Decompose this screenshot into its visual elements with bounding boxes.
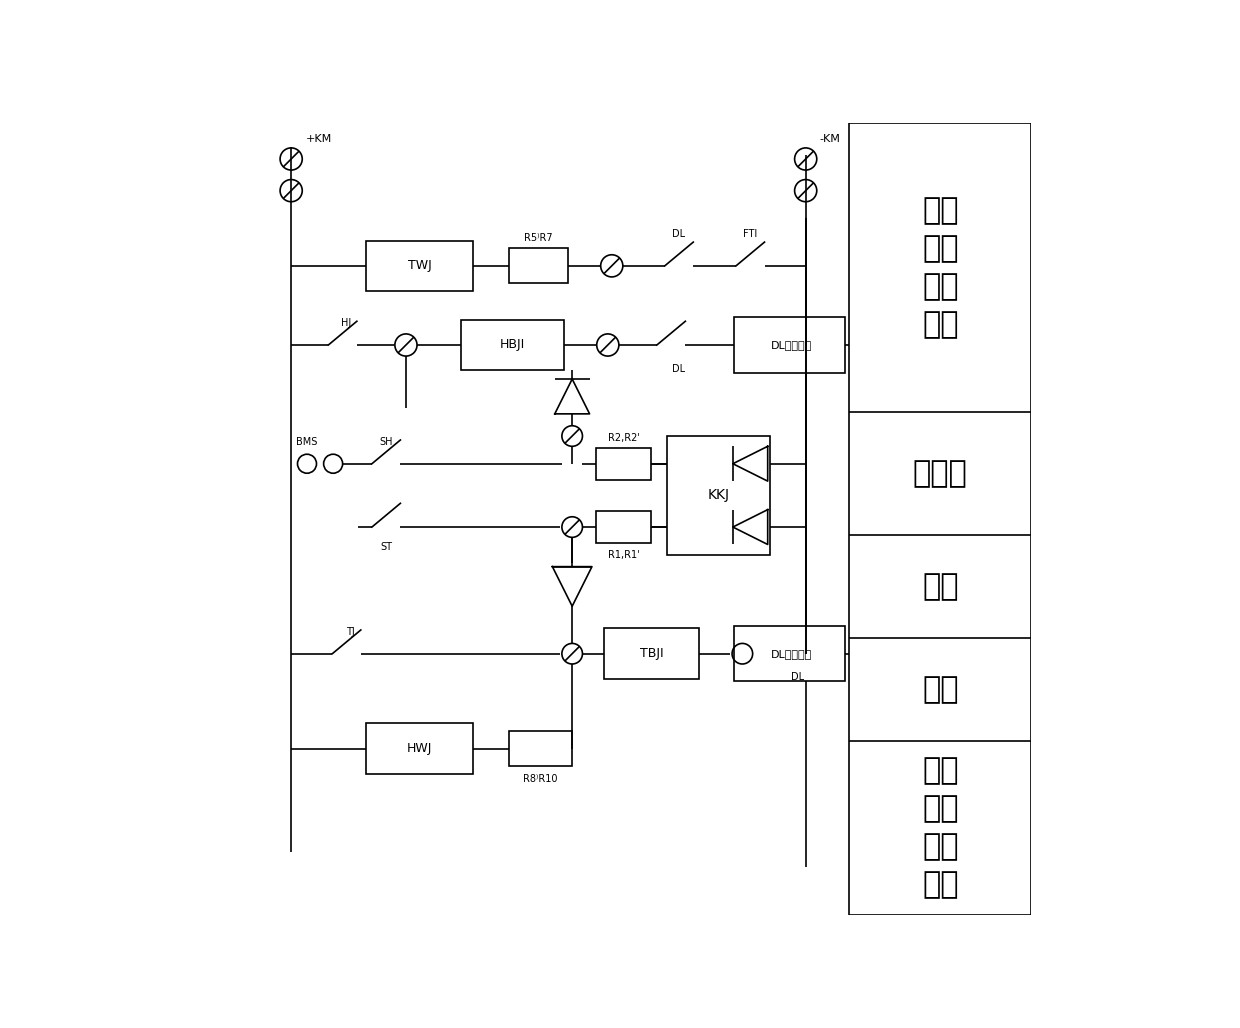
Text: 控制
电源
跳位
监视: 控制 电源 跳位 监视 xyxy=(923,196,959,339)
Text: ST: ST xyxy=(381,542,392,552)
Text: R2,R2': R2,R2' xyxy=(608,434,640,443)
Bar xyxy=(366,241,474,291)
Text: TWJ: TWJ xyxy=(408,259,432,272)
Bar xyxy=(596,448,651,480)
Text: BMS: BMS xyxy=(296,437,317,446)
Text: 保护
跳闸
合位
监视: 保护 跳闸 合位 监视 xyxy=(923,756,959,900)
Text: DL: DL xyxy=(672,229,686,240)
Text: TBJI: TBJI xyxy=(640,648,663,660)
Bar xyxy=(734,626,846,682)
Text: +KM: +KM xyxy=(305,135,331,144)
Text: TJ: TJ xyxy=(346,626,355,636)
Bar xyxy=(667,436,770,555)
Text: 重合闸: 重合闸 xyxy=(913,460,967,488)
Text: 手合: 手合 xyxy=(923,572,959,601)
Text: SH: SH xyxy=(379,437,393,446)
Bar xyxy=(508,249,568,284)
Bar xyxy=(461,320,564,370)
Text: HWJ: HWJ xyxy=(407,742,433,756)
Text: R1,R1': R1,R1' xyxy=(608,550,640,560)
Bar xyxy=(508,731,572,766)
Text: DL跳闸机构: DL跳闸机构 xyxy=(771,649,812,659)
Text: R5⁾R7: R5⁾R7 xyxy=(525,233,553,244)
Text: KKJ: KKJ xyxy=(708,488,729,503)
Text: DL合闸机构: DL合闸机构 xyxy=(771,340,812,350)
Text: R8⁾R10: R8⁾R10 xyxy=(523,774,558,783)
Text: DL: DL xyxy=(791,672,805,683)
Text: 手跳: 手跳 xyxy=(923,674,959,704)
Text: HBJI: HBJI xyxy=(500,338,526,352)
Bar xyxy=(734,318,846,373)
Bar xyxy=(849,123,1032,915)
Text: FTI: FTI xyxy=(743,229,758,240)
Bar xyxy=(604,628,699,680)
Text: -KM: -KM xyxy=(820,135,841,144)
Text: HJ: HJ xyxy=(341,318,352,328)
Bar xyxy=(366,724,474,774)
Text: DL: DL xyxy=(672,364,686,374)
Bar xyxy=(596,511,651,543)
